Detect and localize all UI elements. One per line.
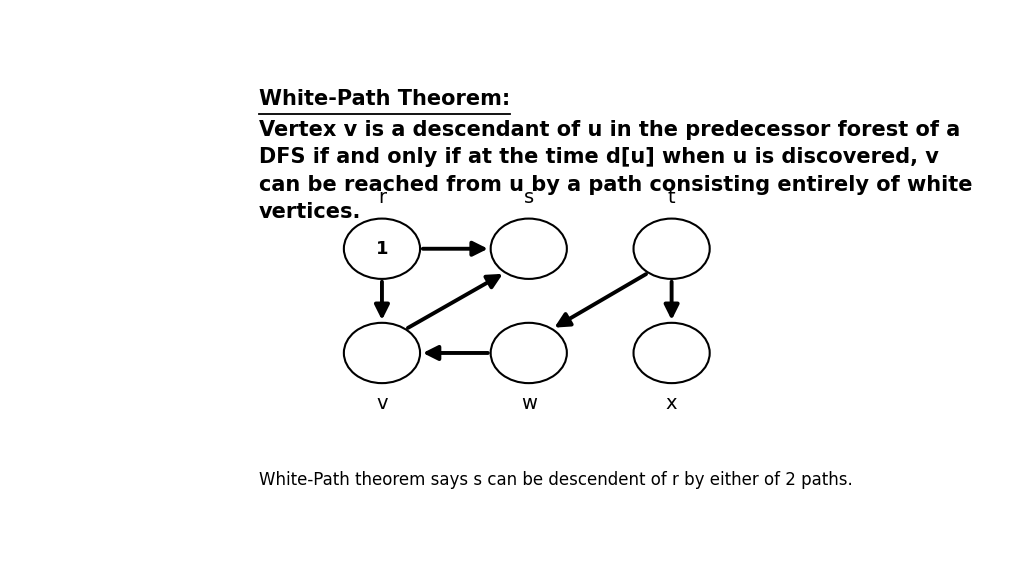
Ellipse shape xyxy=(490,218,567,279)
Text: White-Path Theorem:: White-Path Theorem: xyxy=(259,89,510,109)
Text: x: x xyxy=(666,394,677,413)
Text: White-Path theorem says s can be descendent of r by either of 2 paths.: White-Path theorem says s can be descend… xyxy=(259,471,853,488)
Ellipse shape xyxy=(344,218,420,279)
Text: r: r xyxy=(378,188,386,207)
Text: t: t xyxy=(668,188,676,207)
Ellipse shape xyxy=(634,323,710,383)
Ellipse shape xyxy=(490,323,567,383)
Text: Vertex v is a descendant of u in the predecessor forest of a
DFS if and only if : Vertex v is a descendant of u in the pre… xyxy=(259,120,973,222)
Text: w: w xyxy=(521,394,537,413)
Ellipse shape xyxy=(344,323,420,383)
Text: 1: 1 xyxy=(376,240,388,257)
Text: s: s xyxy=(523,188,534,207)
Ellipse shape xyxy=(634,218,710,279)
Text: v: v xyxy=(376,394,388,413)
